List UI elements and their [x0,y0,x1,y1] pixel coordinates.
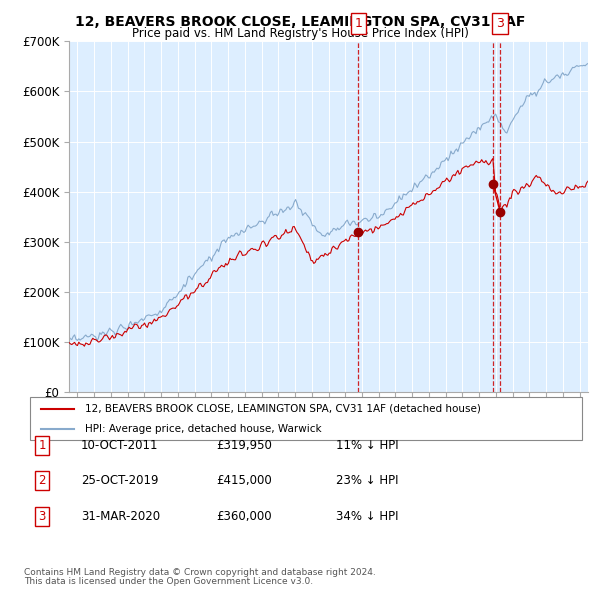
Text: £360,000: £360,000 [216,510,272,523]
Text: 2: 2 [38,474,46,487]
Text: £319,950: £319,950 [216,439,272,452]
Text: 12, BEAVERS BROOK CLOSE, LEAMINGTON SPA, CV31 1AF (detached house): 12, BEAVERS BROOK CLOSE, LEAMINGTON SPA,… [85,404,481,414]
Text: HPI: Average price, detached house, Warwick: HPI: Average price, detached house, Warw… [85,424,322,434]
Text: 3: 3 [38,510,46,523]
Text: This data is licensed under the Open Government Licence v3.0.: This data is licensed under the Open Gov… [24,578,313,586]
Text: 10-OCT-2011: 10-OCT-2011 [81,439,158,452]
Text: £415,000: £415,000 [216,474,272,487]
Text: Price paid vs. HM Land Registry's House Price Index (HPI): Price paid vs. HM Land Registry's House … [131,27,469,40]
Text: 23% ↓ HPI: 23% ↓ HPI [336,474,398,487]
FancyBboxPatch shape [30,397,582,440]
Text: 12, BEAVERS BROOK CLOSE, LEAMINGTON SPA, CV31 1AF: 12, BEAVERS BROOK CLOSE, LEAMINGTON SPA,… [75,15,525,29]
Text: 3: 3 [496,17,504,30]
Text: 1: 1 [355,17,362,30]
Text: 25-OCT-2019: 25-OCT-2019 [81,474,158,487]
Text: 34% ↓ HPI: 34% ↓ HPI [336,510,398,523]
Text: Contains HM Land Registry data © Crown copyright and database right 2024.: Contains HM Land Registry data © Crown c… [24,568,376,577]
Text: 1: 1 [38,439,46,452]
Text: 11% ↓ HPI: 11% ↓ HPI [336,439,398,452]
Text: 31-MAR-2020: 31-MAR-2020 [81,510,160,523]
